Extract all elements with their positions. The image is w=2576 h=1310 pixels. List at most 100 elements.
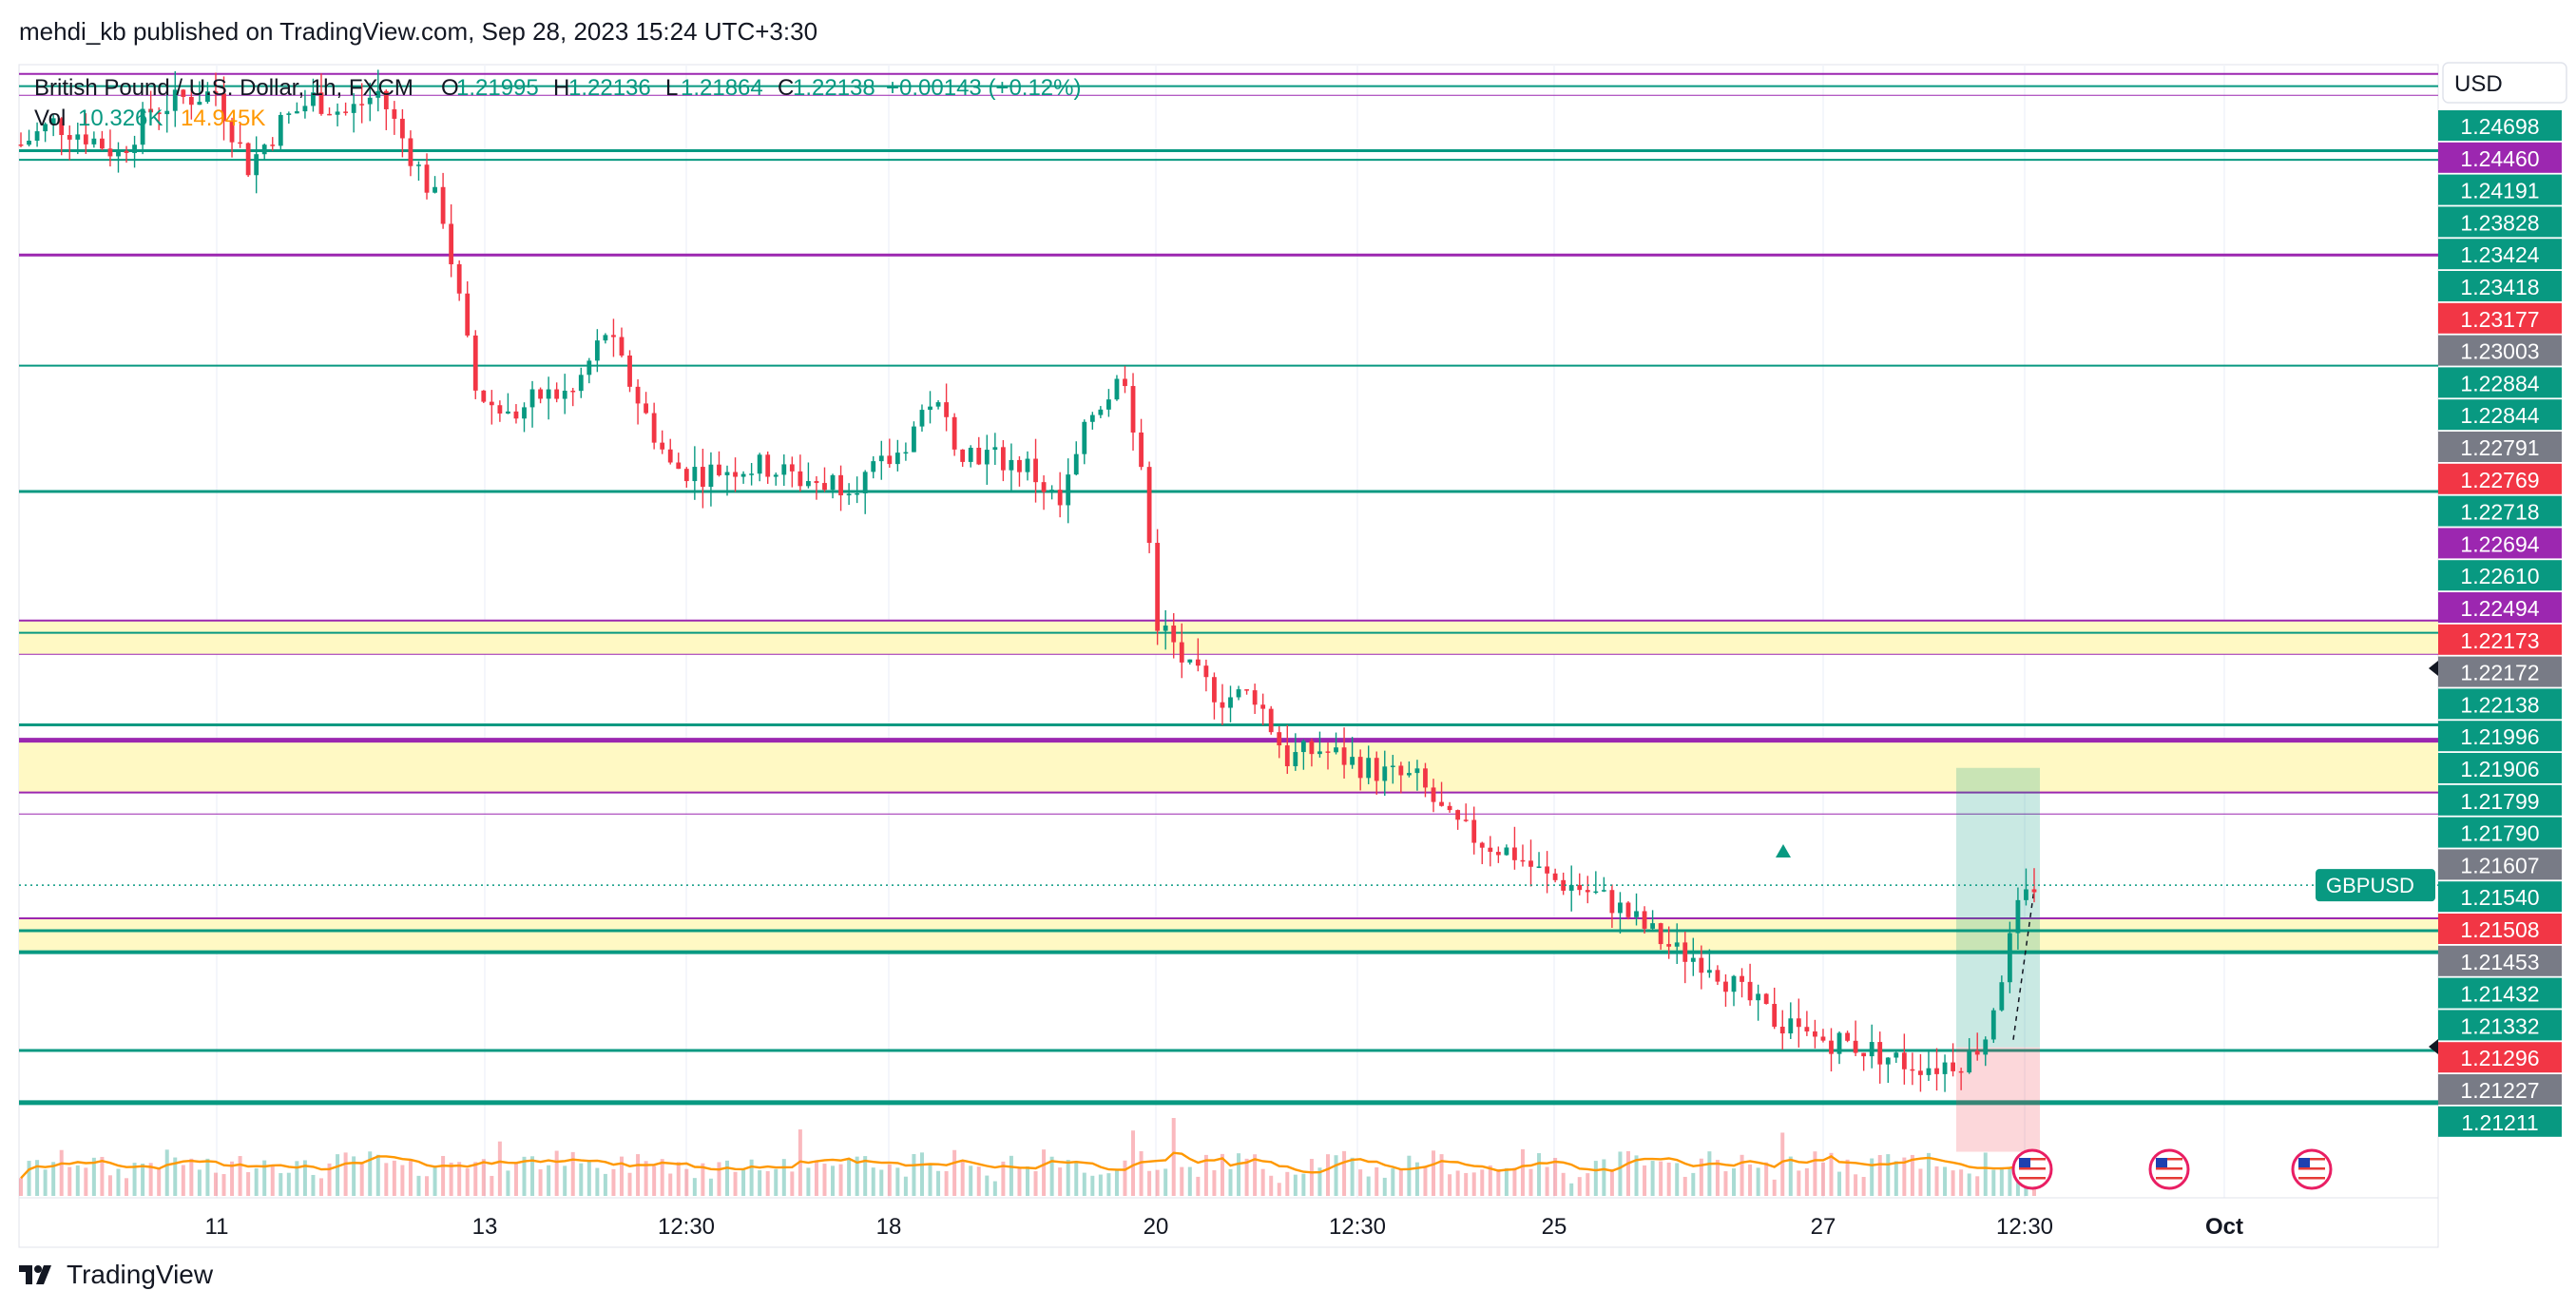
candle-body xyxy=(627,355,632,387)
volume-bar xyxy=(91,1157,96,1196)
candle-body xyxy=(700,467,705,488)
candle-body xyxy=(1942,1062,1948,1074)
volume-bar xyxy=(230,1161,235,1196)
price-label-bg xyxy=(2438,302,2562,334)
alert-arrow-icon xyxy=(2429,661,2438,676)
volume-bar xyxy=(148,1163,153,1196)
economic-event-flags[interactable] xyxy=(2011,1148,2333,1190)
price-scale-label: 1.24460 xyxy=(2460,146,2539,171)
price-label-bg xyxy=(2438,784,2562,816)
time-tick-label: 11 xyxy=(205,1214,229,1240)
volume-bar xyxy=(375,1154,380,1196)
volume-bar xyxy=(408,1160,413,1196)
candle-body xyxy=(935,402,941,407)
price-label-bg xyxy=(2438,110,2562,141)
candle-body xyxy=(529,389,535,408)
price-scale-label: 1.24698 xyxy=(2460,114,2539,139)
price-scale[interactable]: 1.24698 1.24460 1.24191 1.23828 1.23424 1.234… xyxy=(2429,110,2562,1137)
volume-bar xyxy=(781,1159,786,1196)
candle-body xyxy=(1382,766,1388,781)
currency-button[interactable]: USD xyxy=(2442,62,2567,104)
candle-body xyxy=(229,121,235,143)
us-flag-event-icon[interactable] xyxy=(2011,1148,2053,1190)
candle-body xyxy=(968,447,973,462)
volume-bar xyxy=(1293,1174,1298,1196)
volume-bar xyxy=(1586,1173,1590,1196)
candle-body xyxy=(928,406,932,411)
candle-body xyxy=(91,138,97,144)
symbol-tag: GBPUSD xyxy=(2316,869,2435,902)
candle-body xyxy=(116,150,121,157)
candle-body xyxy=(1066,474,1071,506)
candle-body xyxy=(254,154,260,176)
price-label-bg xyxy=(2438,945,2562,976)
volume-label: Vol xyxy=(34,106,66,131)
volume-bar xyxy=(1618,1151,1623,1196)
candle-body xyxy=(164,110,170,115)
candle-body xyxy=(1528,860,1533,867)
price-scale-label: 1.22172 xyxy=(2460,661,2539,685)
candle-body xyxy=(367,97,373,105)
triangle-up-marker-icon xyxy=(1776,844,1791,857)
volume-bar xyxy=(254,1167,259,1196)
candle-body xyxy=(50,118,56,125)
candle-body xyxy=(1804,1027,1810,1031)
candle-body xyxy=(1073,453,1079,475)
candle-body xyxy=(1463,819,1469,821)
volume-bar xyxy=(652,1166,657,1196)
candle-body xyxy=(172,89,178,111)
volume-bar xyxy=(465,1167,470,1196)
volume-bar xyxy=(1918,1168,1923,1196)
candle-body xyxy=(1423,768,1428,788)
volume-bar xyxy=(1301,1173,1306,1196)
flag-stripe xyxy=(2298,1158,2325,1161)
volume-bar xyxy=(1740,1154,1744,1196)
price-scale-label: 1.21453 xyxy=(2460,950,2539,974)
footer-brand: TradingView xyxy=(67,1260,214,1289)
us-flag-event-icon[interactable] xyxy=(2291,1148,2333,1190)
candle-body xyxy=(489,401,494,406)
candle-body xyxy=(1756,993,1761,1001)
candle-body xyxy=(1260,704,1266,709)
candle-body xyxy=(1853,1040,1858,1053)
volume-bar xyxy=(173,1157,178,1196)
candle-body xyxy=(245,143,251,176)
time-axis[interactable]: 11 13 12:30 18 20 12:30 25 27 12:30 Oct xyxy=(205,1214,2243,1240)
candle-body xyxy=(100,138,105,149)
us-flag-event-icon[interactable] xyxy=(2148,1148,2190,1190)
volume-bar xyxy=(863,1156,868,1196)
candle-body xyxy=(416,164,421,166)
long-position-tool[interactable] xyxy=(1956,767,2040,1152)
candle-body xyxy=(822,483,827,491)
candle-body xyxy=(1731,975,1737,992)
candle-body xyxy=(570,390,576,393)
candle-body xyxy=(1983,1039,1989,1055)
candle-body xyxy=(871,461,876,472)
ohlc-key: C xyxy=(778,75,794,101)
candle-body xyxy=(1293,752,1298,766)
candle-body xyxy=(903,452,909,454)
candle-body xyxy=(862,472,868,493)
candle-body xyxy=(676,462,682,470)
candle-body xyxy=(1471,819,1477,843)
candle-body xyxy=(221,93,226,122)
candle-body xyxy=(375,90,381,98)
flag-stripe xyxy=(2019,1163,2046,1166)
price-scale-label: 1.22138 xyxy=(2460,692,2539,717)
position-connector xyxy=(2012,889,2035,1040)
price-label-bg xyxy=(2438,335,2562,366)
volume-bar xyxy=(473,1162,478,1196)
symbol-title: British Pound / U.S. Dollar, 1h, FXCM xyxy=(34,75,413,101)
symbol-legend: British Pound / U.S. Dollar, 1h, FXCM O1… xyxy=(34,75,1082,131)
volume-bar xyxy=(1366,1176,1371,1196)
price-scale-label: 1.21432 xyxy=(2460,982,2539,1007)
volume-bar xyxy=(1772,1179,1777,1196)
candle-body xyxy=(181,89,186,97)
candle-body xyxy=(132,144,137,153)
candle-body xyxy=(1252,690,1258,705)
candle-body xyxy=(830,474,836,491)
flag-stripe xyxy=(2156,1172,2182,1175)
volume-bar xyxy=(1131,1130,1136,1196)
candle-body xyxy=(302,106,308,112)
volume-bar xyxy=(1317,1167,1322,1196)
